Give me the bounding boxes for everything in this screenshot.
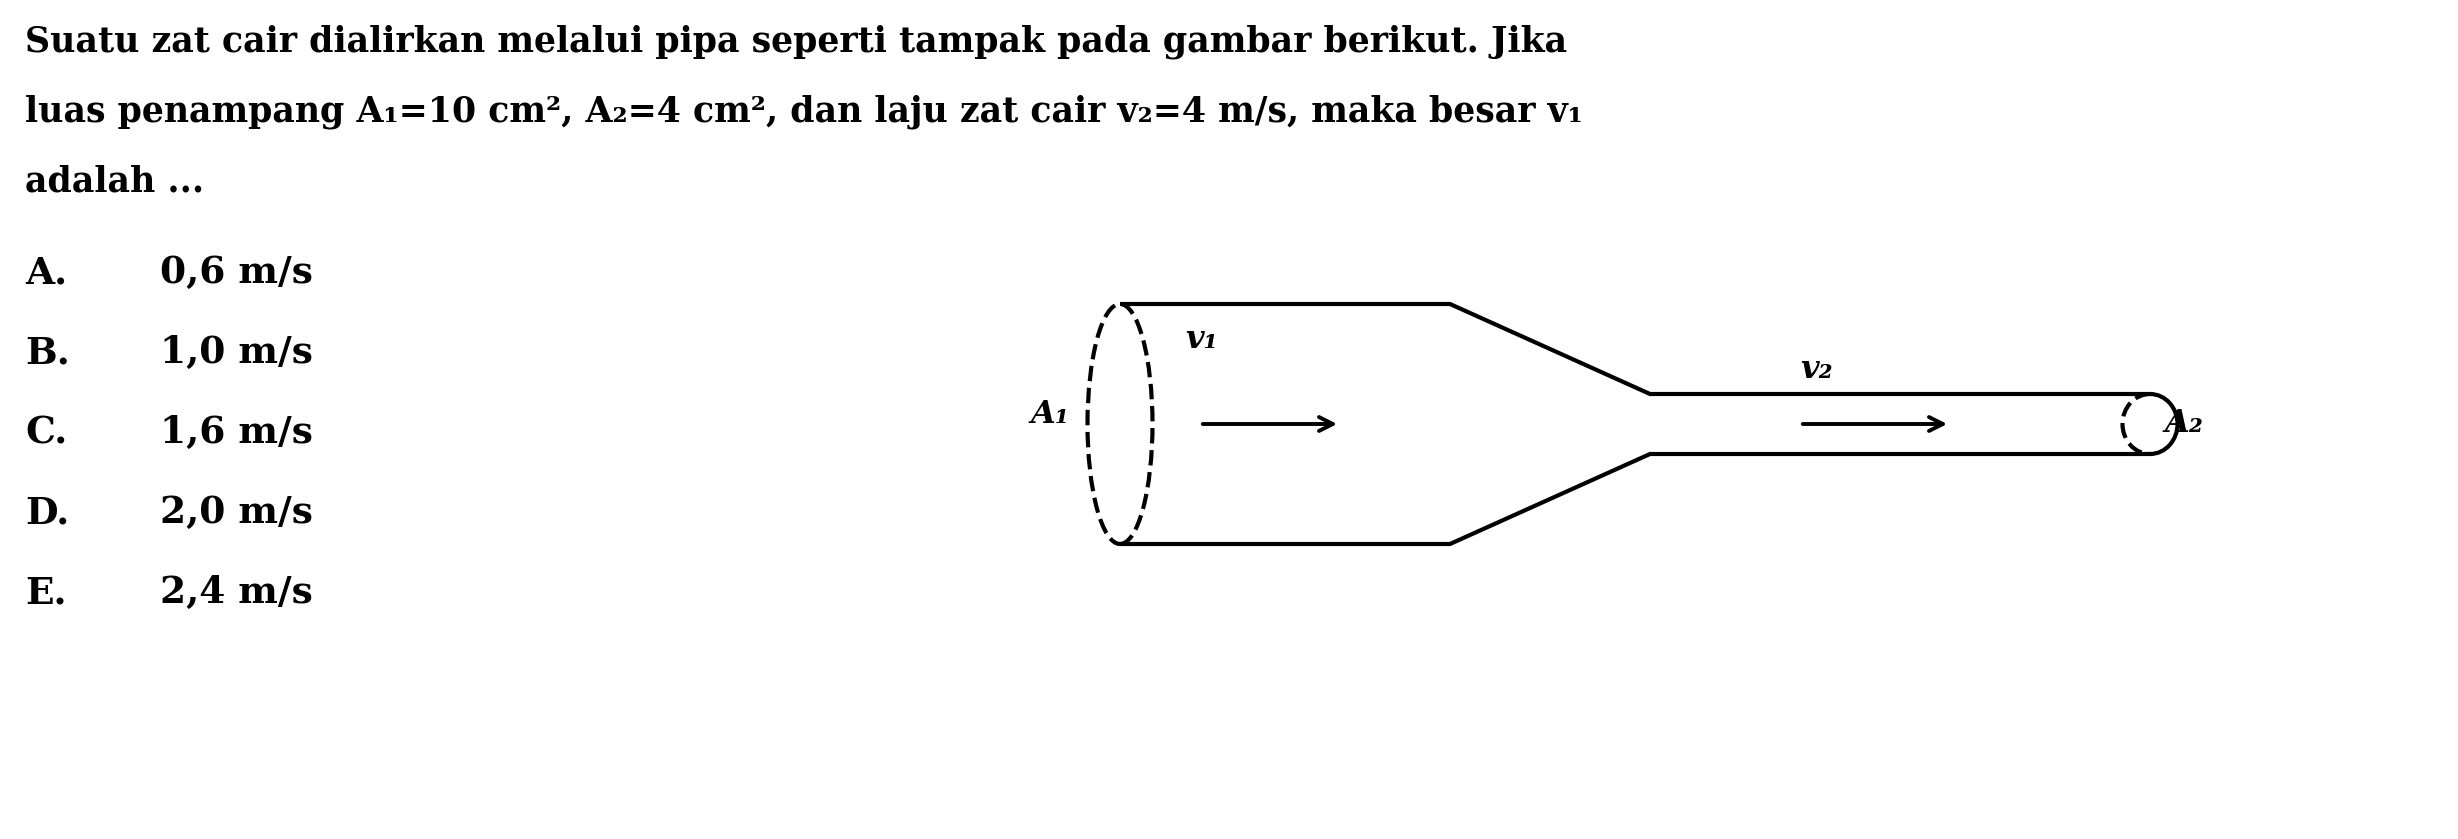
Text: v₂: v₂	[1799, 353, 1834, 384]
Text: D.: D.	[25, 494, 69, 531]
Text: 1,6 m/s: 1,6 m/s	[160, 414, 312, 451]
Text: A₁: A₁	[1030, 399, 1069, 430]
Text: 2,0 m/s: 2,0 m/s	[160, 494, 312, 531]
Text: 1,0 m/s: 1,0 m/s	[160, 334, 312, 371]
Text: B.: B.	[25, 334, 69, 371]
Text: v₁: v₁	[1185, 324, 1217, 355]
Text: adalah ...: adalah ...	[25, 164, 204, 198]
Text: 2,4 m/s: 2,4 m/s	[160, 574, 312, 611]
Text: A₂: A₂	[2165, 409, 2205, 440]
Text: A.: A.	[25, 254, 66, 291]
Text: C.: C.	[25, 414, 66, 451]
Text: E.: E.	[25, 574, 66, 611]
Text: luas penampang A₁=10 cm², A₂=4 cm², dan laju zat cair v₂=4 m/s, maka besar v₁: luas penampang A₁=10 cm², A₂=4 cm², dan …	[25, 94, 1583, 128]
Text: 0,6 m/s: 0,6 m/s	[160, 254, 312, 291]
Text: Suatu zat cair dialirkan melalui pipa seperti tampak pada gambar berikut. Jika: Suatu zat cair dialirkan melalui pipa se…	[25, 24, 1568, 59]
